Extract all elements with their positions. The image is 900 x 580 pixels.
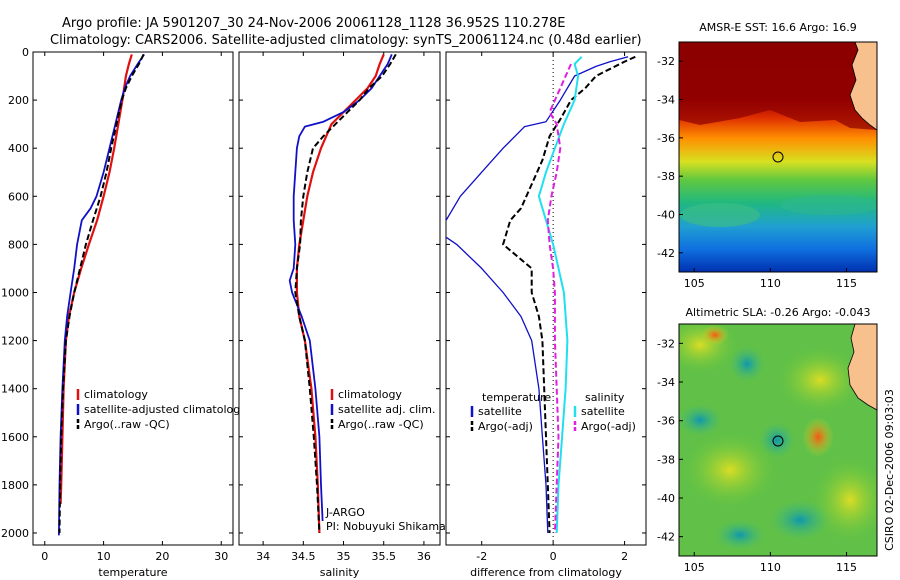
legend-label: Argo(..raw -QC) (84, 418, 170, 431)
y-tick-label: 1200 (1, 335, 29, 348)
y-tick-label: 600 (8, 190, 29, 203)
legend-label: satellite adj. clim. (338, 403, 435, 416)
header-line1: Argo profile: JA 5901207_30 24-Nov-2006 … (62, 16, 566, 31)
plot-frame (238, 51, 441, 546)
series-salinity-argo-adj- (546, 63, 572, 534)
series-argo-raw-qc- (294, 53, 397, 534)
series-temperature-satellite (446, 56, 629, 534)
x-tick-label: 35.5 (371, 550, 396, 563)
y-tick-label: 400 (8, 142, 29, 155)
series-group (288, 53, 397, 534)
salinity-panel: 34 34.5 35 35.5 36 salinity climatology satelli… (238, 51, 446, 579)
temperature-panel: 0 10 20 30 temperature 0 200 400 600 800 1000 1200 1… (1, 46, 247, 579)
map-y-tick-label: -42 (657, 247, 675, 260)
series-satellite-adj-clim- (288, 54, 393, 522)
map-y-tick-label: -32 (657, 337, 675, 350)
legend-header: salinity (585, 391, 625, 404)
x-tick-label: 30 (214, 550, 228, 563)
legend-label: satellite (478, 405, 522, 418)
series-group (446, 55, 636, 534)
map-x-tick-label: 115 (836, 277, 857, 290)
sla-map-title: Altimetric SLA: -0.26 Argo: -0.043 (686, 306, 871, 319)
map-x-tick-label: 105 (684, 561, 705, 574)
map-y-tick-label: -40 (657, 209, 675, 222)
series-group (58, 53, 145, 536)
plot-frame (32, 51, 234, 546)
x-tick-label: 10 (97, 550, 111, 563)
legend-label: Argo(..raw -QC) (338, 418, 424, 431)
sla-land (847, 324, 877, 411)
x-tick-label: 0 (41, 550, 48, 563)
y-tick-label: 1400 (1, 383, 29, 396)
difference-panel: -2 0 2 difference from climatology temperatu… (445, 51, 647, 579)
map-y-tick-label: -34 (657, 376, 675, 389)
y-tick-label: 200 (8, 94, 29, 107)
sla-argo-marker (772, 435, 784, 447)
legend-label: Argo(-adj) (581, 420, 636, 433)
legend-header: temperature (482, 391, 551, 404)
x-tick-label: 34.5 (291, 550, 316, 563)
sst-map: AMSR-E SST: 16.6 Argo: 16.9 105 110 115 -32… (657, 21, 878, 290)
map-y-tick-label: -38 (657, 170, 675, 183)
x-tick-label: 35 (337, 550, 351, 563)
x-tick-label: 34 (256, 550, 270, 563)
map-y-tick-label: -36 (657, 415, 675, 428)
x-axis-label: temperature (98, 566, 167, 579)
series-argo-raw-qc- (58, 53, 145, 534)
map-x-tick-label: 110 (760, 561, 781, 574)
annotation-text: PI: Nobuyuki Shikama (326, 520, 446, 533)
y-tick-label: 800 (8, 238, 29, 251)
legend-label: Argo(-adj) (478, 420, 533, 433)
map-y-tick-label: -34 (657, 94, 675, 107)
map-y-tick-label: -42 (657, 531, 675, 544)
y-tick-label: 2000 (1, 527, 29, 540)
x-tick-label: 0 (550, 550, 557, 563)
legend-label: satellite (581, 405, 625, 418)
x-axis-label: difference from climatology (470, 566, 622, 579)
map-y-tick-label: -32 (657, 55, 675, 68)
legend-label: climatology (338, 388, 402, 401)
x-tick-label: 2 (621, 550, 628, 563)
annotation-text: J-ARGO (325, 506, 365, 519)
map-x-tick-label: 110 (760, 277, 781, 290)
x-tick-label: -2 (476, 550, 487, 563)
map-x-tick-label: 115 (836, 561, 857, 574)
x-tick-label: 36 (417, 550, 431, 563)
x-tick-label: 20 (155, 550, 169, 563)
map-y-tick-label: -36 (657, 132, 675, 145)
sst-land (849, 42, 877, 131)
series-salinity-satellite (537, 56, 583, 534)
legend-label: climatology (84, 388, 148, 401)
plot-frame (445, 51, 647, 546)
legend-label: satellite-adjusted climatology (84, 403, 247, 416)
sst-argo-marker (772, 151, 784, 163)
map-y-tick-label: -40 (657, 492, 675, 505)
header-line2: Climatology: CARS2006. Satellite-adjuste… (50, 33, 642, 48)
sla-map: Altimetric SLA: -0.26 Argo: -0.043 105 11… (657, 306, 878, 574)
sst-map-title: AMSR-E SST: 16.6 Argo: 16.9 (699, 21, 857, 34)
y-tick-label: 1600 (1, 431, 29, 444)
x-axis-label: salinity (320, 566, 360, 579)
series-climatology (295, 53, 385, 534)
y-tick-label: 0 (22, 46, 29, 59)
credit-label: CSIRO 02-Dec-2006 09:03:03 (883, 389, 896, 551)
series-temperature-argo-adj- (502, 55, 636, 534)
map-y-tick-label: -38 (657, 453, 675, 466)
map-x-tick-label: 105 (684, 277, 705, 290)
y-tick-label: 1800 (1, 479, 29, 492)
y-tick-label: 1000 (1, 286, 29, 299)
